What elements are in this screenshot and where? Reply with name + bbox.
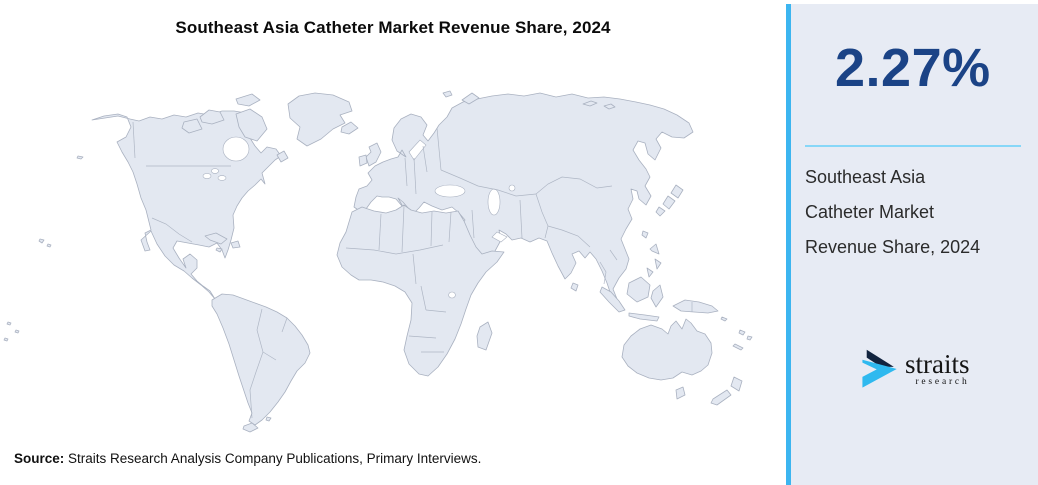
source-text: Straits Research Analysis Company Public… xyxy=(64,451,482,466)
landmass-australia xyxy=(621,318,713,381)
logo-text: straits research xyxy=(905,348,970,388)
great-lake-3 xyxy=(217,175,227,181)
polynesia-2 xyxy=(14,329,20,334)
great-lake-1 xyxy=(202,173,212,179)
sri-lanka xyxy=(570,282,579,292)
hawaii-2 xyxy=(46,243,52,248)
logo-name: straits xyxy=(905,348,970,379)
philippines-mindanao xyxy=(646,267,654,278)
landmass-africa xyxy=(336,204,505,377)
borneo xyxy=(626,276,651,303)
great-lake-2 xyxy=(211,168,219,174)
ireland xyxy=(358,154,368,167)
hispaniola xyxy=(230,240,241,249)
kpi-description: Southeast Asia Catheter Market Revenue S… xyxy=(805,160,1025,265)
hawaii xyxy=(38,238,45,244)
java xyxy=(628,312,660,322)
philippines-luzon xyxy=(649,243,660,255)
chart-title: Southeast Asia Catheter Market Revenue S… xyxy=(175,18,611,37)
taiwan xyxy=(641,230,649,239)
solomon-islands xyxy=(720,316,728,322)
hudson-bay xyxy=(222,136,250,162)
vanuatu xyxy=(746,335,753,341)
new-guinea xyxy=(672,299,719,314)
straits-logo-icon xyxy=(862,349,897,388)
novaya-zemlya xyxy=(461,92,480,105)
wrangel-island xyxy=(603,103,616,110)
world-map xyxy=(3,90,753,433)
great-britain xyxy=(365,142,382,167)
new-caledonia xyxy=(732,343,744,351)
persian-gulf xyxy=(491,231,508,243)
sumatra xyxy=(599,286,626,313)
kpi-description-line-3: Revenue Share, 2024 xyxy=(805,237,981,257)
landmass-south-america xyxy=(211,293,311,426)
japan-kyushu xyxy=(662,195,676,210)
jamaica xyxy=(215,247,223,253)
country-borders xyxy=(132,121,693,419)
new-zealand-south xyxy=(710,389,732,406)
baltic-sea xyxy=(408,139,427,161)
japan-south xyxy=(655,206,666,217)
landmass-greenland xyxy=(287,92,353,147)
black-sea xyxy=(434,184,466,198)
aral-sea xyxy=(508,184,516,192)
philippines-visayas xyxy=(654,258,662,270)
newfoundland xyxy=(276,150,289,163)
ellesmere-island xyxy=(235,93,261,107)
japan-honshu xyxy=(670,184,684,199)
siberian-islands xyxy=(582,100,598,107)
kpi-description-line-1: Southeast Asia xyxy=(805,167,926,187)
svalbard xyxy=(442,90,453,98)
aleutians xyxy=(76,155,84,160)
sulawesi xyxy=(650,284,664,308)
iceland xyxy=(340,121,359,135)
polynesia-3 xyxy=(3,337,9,342)
source-label: Source: xyxy=(14,451,65,466)
logo-subtitle: research xyxy=(915,376,970,387)
madagascar xyxy=(476,321,493,351)
fiji xyxy=(738,329,746,336)
world-map-container xyxy=(0,82,786,450)
tierra-del-fuego xyxy=(242,422,259,433)
straits-research-logo: straits research xyxy=(861,345,970,393)
kpi-sidebar: 2.27% Southeast Asia Catheter Market Rev… xyxy=(786,4,1038,485)
cuba xyxy=(204,232,228,245)
caspian-sea xyxy=(487,188,501,216)
kpi-description-line-2: Catheter Market xyxy=(805,202,935,222)
tasmania xyxy=(675,386,686,400)
arctic-islands xyxy=(199,109,225,125)
kpi-percentage: 2.27% xyxy=(835,38,991,98)
polynesia-1 xyxy=(6,321,12,326)
falkland-islands xyxy=(265,416,272,422)
new-zealand-north xyxy=(730,376,743,392)
source-line: Source: Straits Research Analysis Compan… xyxy=(14,451,481,466)
baffin-island xyxy=(235,108,268,142)
divider-line xyxy=(805,145,1021,147)
victoria-island xyxy=(181,118,203,134)
lake-victoria xyxy=(448,291,456,299)
